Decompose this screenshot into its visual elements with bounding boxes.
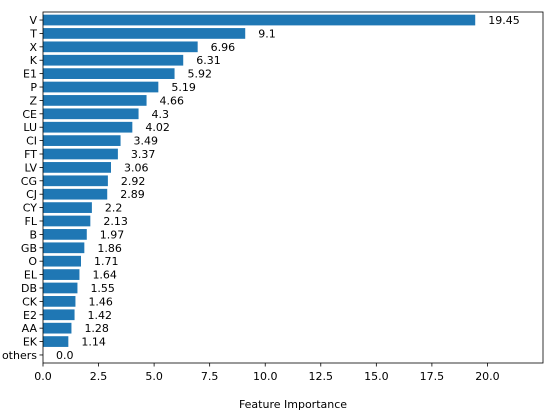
x-tick-label: 20.0 [475,370,500,383]
bar-EL [43,269,80,280]
data-label: 2.92 [121,175,146,188]
y-tick-label: DB [21,282,37,295]
x-tick-label: 2.5 [90,370,108,383]
data-label: 0.0 [56,349,74,362]
y-tick-label: CI [26,135,37,148]
y-tick-label: CE [22,108,37,121]
bar-K [43,54,184,66]
category-labels-group: VTXKE1PZCELUCIFTLVCGCJCYFLBGBOELDBCKE2AA… [2,14,43,362]
bar-EK [43,336,69,347]
bar-GB [43,242,85,254]
bar-P [43,81,159,93]
x-tick-label: 15.0 [364,370,389,383]
y-tick-label: AA [22,322,38,335]
y-tick-label: X [29,41,37,54]
bar-FL [43,215,91,227]
data-label: 4.3 [152,108,170,121]
data-label: 2.89 [120,188,145,201]
bar-CJ [43,188,108,200]
y-tick-label: GB [21,242,37,255]
y-tick-label: E2 [23,309,37,322]
bar-FT [43,148,118,160]
value-labels-group: 19.459.16.966.315.925.194.664.34.023.493… [56,14,520,362]
bar-DB [43,282,78,294]
y-tick-label: CG [21,175,37,188]
y-tick-label: EL [24,269,38,282]
x-tick-label: 7.5 [201,370,219,383]
data-label: 2.2 [105,202,123,215]
y-tick-label: CJ [26,188,37,201]
bars-group [43,14,476,347]
data-label: 3.37 [131,148,156,161]
data-label: 19.45 [488,14,520,27]
x-tick-label: 10.0 [253,370,278,383]
y-tick-label: CY [23,202,37,215]
y-tick-label: LU [23,121,37,134]
bar-CE [43,108,139,120]
data-label: 6.96 [211,41,236,54]
bar-CI [43,135,121,146]
data-label: 9.1 [258,27,276,40]
data-label: 5.92 [188,68,213,81]
bar-B [43,229,87,240]
y-tick-label: K [30,54,38,67]
y-tick-label: FT [24,148,37,161]
bar-LU [43,121,133,133]
bar-E2 [43,309,75,321]
bar-LV [43,162,111,173]
x-ticks-group: 0.0 2.5 5.0 7.5 10.0 12.5 15.0 17.5 20.0 [34,363,500,383]
data-label: 6.31 [196,54,221,67]
data-label: 1.28 [84,322,109,335]
x-tick-label: 0.0 [34,370,52,383]
bar-O [43,255,81,267]
y-tick-label: LV [25,161,38,174]
data-label: 1.71 [94,255,119,268]
y-tick-label: CK [22,295,38,308]
data-label: 4.02 [145,121,170,134]
y-tick-label: others [2,349,37,362]
bar-E1 [43,68,175,79]
data-label: 5.19 [171,81,196,94]
bar-CK [43,296,76,307]
data-label: 1.46 [88,295,113,308]
data-label: 1.42 [88,309,113,322]
bar-AA [43,322,72,334]
data-label: 3.06 [124,161,149,174]
data-label: 3.49 [134,135,159,148]
bar-CG [43,175,108,187]
data-label: 1.86 [97,242,122,255]
plot-frame [42,11,544,364]
x-tick-label: 17.5 [420,370,445,383]
y-tick-label: E1 [23,68,37,81]
y-tick-label: T [29,27,37,40]
y-tick-label: EK [23,336,38,349]
y-tick-label: Z [29,94,37,107]
bar-X [43,41,198,53]
x-tick-label: 5.0 [145,370,163,383]
y-tick-label: V [29,14,37,27]
data-label: 1.55 [90,282,115,295]
bar-T [43,28,246,39]
y-tick-label: B [29,228,37,241]
data-label: 1.97 [100,228,125,241]
data-label: 1.64 [92,269,117,282]
x-axis-title: Feature Importance [239,398,347,411]
data-label: 2.13 [103,215,128,228]
bar-V [43,14,476,26]
bar-CY [43,202,92,213]
x-tick-label: 12.5 [309,370,334,383]
y-tick-label: P [30,81,37,94]
y-tick-label: FL [25,215,38,228]
bar-Z [43,95,147,106]
data-label: 1.14 [81,336,106,349]
y-tick-label: O [28,255,37,268]
data-label: 4.66 [160,94,185,107]
